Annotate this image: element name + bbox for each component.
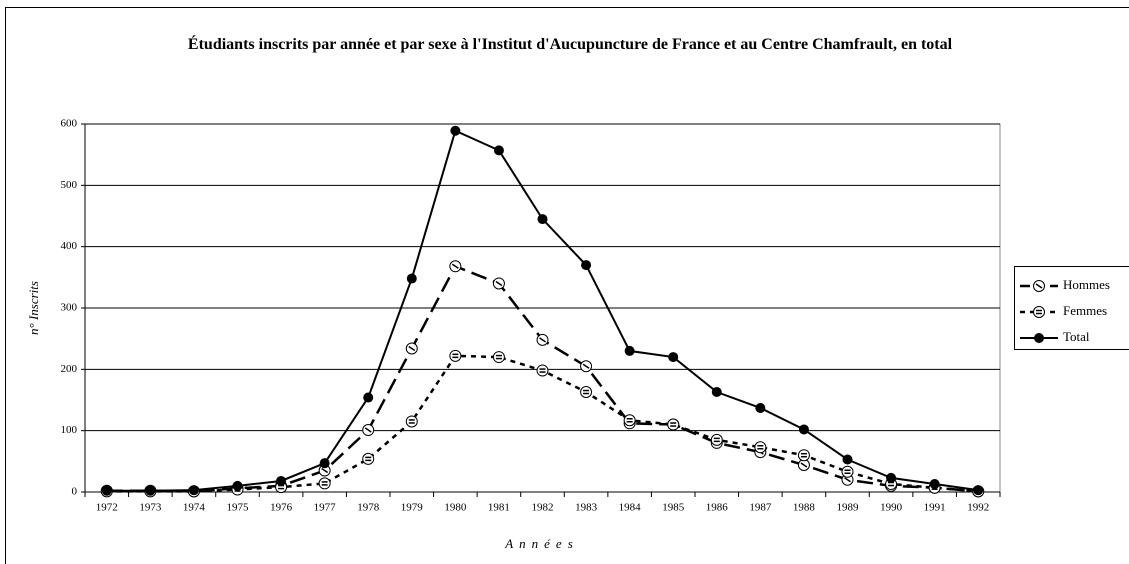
marker <box>886 472 897 483</box>
marker <box>1033 280 1045 292</box>
x-tick-label: 1986 <box>706 502 729 514</box>
x-tick-label: 1985 <box>662 502 685 514</box>
marker <box>405 342 418 355</box>
marker <box>362 452 375 465</box>
legend-label: Femmes <box>1063 303 1107 318</box>
marker <box>536 364 549 377</box>
marker <box>754 441 767 454</box>
x-tick-label: 1973 <box>139 502 162 514</box>
legend-label: Hommes <box>1063 277 1110 292</box>
x-tick-label: 1989 <box>837 502 860 514</box>
marker <box>755 402 766 413</box>
marker <box>145 485 156 496</box>
marker <box>581 260 592 271</box>
x-tick-label: 1974 <box>183 502 206 514</box>
marker <box>101 485 112 496</box>
x-tick-label: 1990 <box>880 502 903 514</box>
marker <box>1034 333 1044 343</box>
marker <box>493 145 504 156</box>
marker <box>973 485 984 496</box>
marker <box>362 424 375 437</box>
marker <box>188 485 199 496</box>
x-tick-label: 1984 <box>619 502 642 514</box>
x-tick-label: 1976 <box>270 502 293 514</box>
x-tick-label: 1981 <box>488 502 510 514</box>
legend-box <box>1014 266 1129 350</box>
x-tick-label: 1972 <box>96 502 118 514</box>
marker <box>929 479 940 490</box>
x-tick-label: 1988 <box>793 502 816 514</box>
marker <box>1033 306 1045 318</box>
marker <box>405 415 418 428</box>
marker <box>667 418 680 431</box>
x-tick-label: 1977 <box>314 502 337 514</box>
x-tick-label: 1987 <box>749 502 772 514</box>
marker <box>232 480 243 491</box>
y-tick-label: 200 <box>61 363 78 375</box>
marker <box>319 458 330 469</box>
x-tick-label: 1975 <box>227 502 250 514</box>
marker <box>492 351 505 364</box>
marker <box>580 360 593 373</box>
marker <box>668 352 679 363</box>
marker <box>536 333 549 346</box>
y-tick-label: 300 <box>61 302 78 314</box>
marker <box>841 465 854 478</box>
marker <box>276 475 287 486</box>
marker <box>318 477 331 490</box>
x-tick-label: 1978 <box>357 502 380 514</box>
y-tick-label: 500 <box>61 179 78 191</box>
marker <box>449 349 462 362</box>
chart-frame <box>5 7 1129 564</box>
x-tick-label: 1982 <box>532 502 554 514</box>
marker <box>711 387 722 398</box>
y-tick-label: 400 <box>61 240 78 252</box>
y-axis-label: n° Inscrits <box>26 281 41 335</box>
marker <box>492 277 505 290</box>
marker <box>842 454 853 465</box>
legend-label: Total <box>1063 329 1090 344</box>
marker <box>537 214 548 225</box>
marker <box>580 386 593 399</box>
x-tick-label: 1983 <box>575 502 598 514</box>
marker <box>406 273 417 284</box>
marker <box>449 260 462 273</box>
marker <box>710 433 723 446</box>
marker <box>797 449 810 462</box>
y-tick-label: 0 <box>72 486 78 498</box>
x-tick-label: 1979 <box>401 502 424 514</box>
series-line <box>106 129 979 492</box>
x-tick-label: 1980 <box>444 502 467 514</box>
y-tick-label: 100 <box>61 424 78 436</box>
y-tick-label: 600 <box>61 118 78 130</box>
marker <box>363 392 374 403</box>
x-tick-label: 1991 <box>924 502 946 514</box>
marker <box>798 424 809 435</box>
x-tick-label: 1992 <box>967 502 989 514</box>
marker <box>450 125 461 136</box>
marker <box>624 345 635 356</box>
chart-title: Étudiants inscrits par année et par sexe… <box>187 36 953 53</box>
marker <box>623 414 636 427</box>
x-axis-label: Années <box>504 536 579 551</box>
